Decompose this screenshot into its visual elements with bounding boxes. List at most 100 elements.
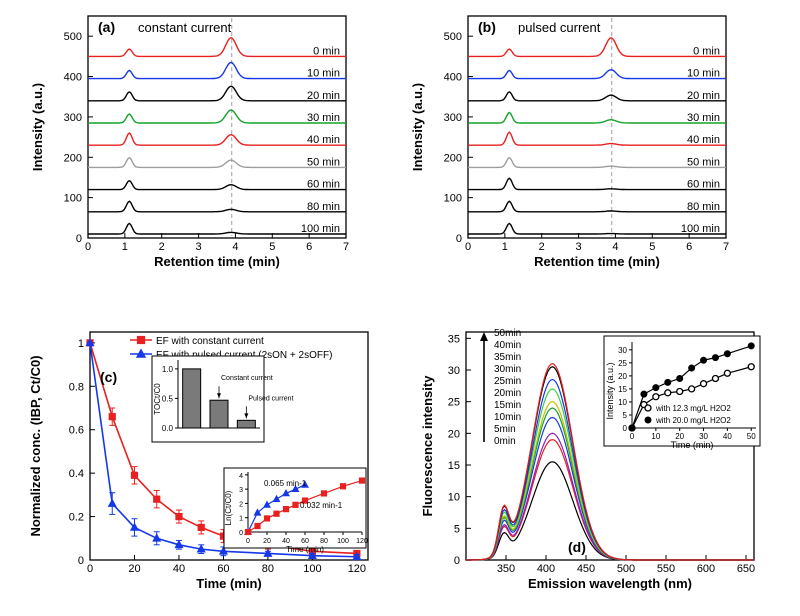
trace-label: 50 min [687, 156, 720, 168]
svg-text:80: 80 [320, 538, 328, 545]
svg-text:0.8: 0.8 [69, 381, 84, 393]
inset-ylabel: TOCt/C0 [153, 383, 162, 415]
inset-xlabel: Time (min) [671, 440, 714, 450]
svg-text:2: 2 [239, 501, 243, 508]
svg-text:650: 650 [737, 563, 755, 575]
y-axis-label: Intensity (a.u.) [30, 83, 45, 171]
svg-text:3: 3 [239, 487, 243, 494]
time-label: 50min [494, 328, 521, 339]
trace-label: 30 min [307, 112, 340, 124]
svg-text:10: 10 [618, 398, 627, 407]
svg-text:120: 120 [356, 538, 368, 545]
svg-text:500: 500 [617, 563, 635, 575]
svg-text:400: 400 [444, 72, 462, 84]
panel-label: (a) [98, 19, 115, 35]
trace-label: 80 min [307, 201, 340, 213]
svg-text:100: 100 [444, 193, 462, 205]
figure-wrap: { "figure": { "width": 800, "height": 61… [0, 0, 800, 611]
trace-label: 20 min [307, 90, 340, 102]
y-axis-label: Fluorescence intensity [420, 375, 435, 517]
svg-text:400: 400 [537, 563, 555, 575]
trace-label: 50 min [307, 156, 340, 168]
trace-label: 20 min [687, 90, 720, 102]
inset-ylabel: Intensity (a.u.) [605, 362, 615, 419]
svg-text:0: 0 [246, 538, 250, 545]
time-label: 25min [494, 376, 521, 387]
trace [468, 38, 726, 57]
panel-d: 35040045050055060065005101520253035Emiss… [420, 328, 760, 591]
x-axis-label: Emission wavelength (nm) [528, 576, 692, 591]
svg-text:0.4: 0.4 [69, 468, 84, 480]
svg-text:100: 100 [337, 538, 349, 545]
svg-text:15: 15 [618, 385, 627, 394]
svg-text:0: 0 [78, 555, 84, 567]
x-axis-label: Retention time (min) [154, 254, 280, 269]
svg-text:3: 3 [576, 241, 582, 253]
time-label: 20min [494, 388, 521, 399]
svg-text:0.6: 0.6 [69, 425, 84, 437]
svg-text:20: 20 [618, 372, 627, 381]
svg-text:3: 3 [196, 241, 202, 253]
svg-text:300: 300 [444, 112, 462, 124]
spectrum [466, 440, 754, 560]
svg-text:50: 50 [747, 432, 756, 441]
svg-text:0: 0 [87, 563, 93, 575]
svg-text:350: 350 [497, 563, 515, 575]
time-label: 15min [494, 400, 521, 411]
svg-text:10: 10 [651, 432, 660, 441]
svg-text:10: 10 [448, 492, 460, 504]
svg-text:550: 550 [657, 563, 675, 575]
svg-text:1: 1 [78, 338, 84, 350]
trace-label: 30 min [687, 112, 720, 124]
trace-label: 60 min [307, 179, 340, 191]
trace-label: 100 min [301, 223, 340, 235]
slope-label: 0.065 min-1 [264, 479, 307, 488]
svg-text:0: 0 [85, 241, 91, 253]
svg-text:0: 0 [456, 233, 462, 245]
figure-svg: 012345670100200300400500Retention time (… [0, 0, 800, 611]
svg-text:500: 500 [444, 31, 462, 43]
trace-label: 0 min [693, 45, 720, 57]
inset-legend: with 12.3 mg/L H2O2 [655, 404, 731, 413]
y-axis-label: Normalized conc. (IBP, Ct/C0) [28, 355, 43, 536]
svg-text:20: 20 [263, 538, 271, 545]
spectrum [466, 433, 754, 560]
svg-text:450: 450 [577, 563, 595, 575]
panel-c: 02040608010012000.20.40.60.81Time (min)N… [28, 332, 368, 591]
svg-text:0: 0 [239, 530, 243, 537]
inset-ylabel: Ln(Ct/C0) [224, 490, 233, 525]
svg-text:25: 25 [618, 359, 627, 368]
svg-text:4: 4 [239, 473, 243, 480]
svg-text:5: 5 [454, 523, 460, 535]
inset-bar [237, 420, 255, 428]
svg-text:600: 600 [697, 563, 715, 575]
svg-text:0.0: 0.0 [162, 424, 174, 433]
svg-text:100: 100 [303, 563, 321, 575]
svg-text:60: 60 [301, 538, 309, 545]
svg-text:2: 2 [539, 241, 545, 253]
time-label: 30min [494, 364, 521, 375]
time-label: 0min [494, 436, 516, 447]
trace-label: 40 min [307, 134, 340, 146]
panel-label: (b) [478, 19, 496, 35]
svg-text:300: 300 [64, 112, 82, 124]
svg-text:40: 40 [723, 432, 732, 441]
svg-text:5: 5 [649, 241, 655, 253]
inset-bar [210, 400, 228, 428]
svg-text:60: 60 [217, 563, 229, 575]
slope-label: 0.032 min-1 [300, 501, 343, 510]
trace-label: 60 min [687, 179, 720, 191]
svg-text:1: 1 [239, 516, 243, 523]
svg-text:100: 100 [64, 193, 82, 205]
svg-text:0.2: 0.2 [69, 512, 84, 524]
svg-text:6: 6 [306, 241, 312, 253]
x-axis-label: Time (min) [196, 576, 262, 591]
inset-bar [183, 369, 201, 428]
svg-text:5: 5 [269, 241, 275, 253]
svg-text:15: 15 [448, 460, 460, 472]
y-axis-label: Intensity (a.u.) [410, 83, 425, 171]
inset-bar-annot: Constant current [221, 375, 273, 382]
panel-(b): 012345670100200300400500Retention time (… [410, 16, 729, 269]
panel-title: pulsed current [518, 20, 601, 35]
svg-text:6: 6 [686, 241, 692, 253]
